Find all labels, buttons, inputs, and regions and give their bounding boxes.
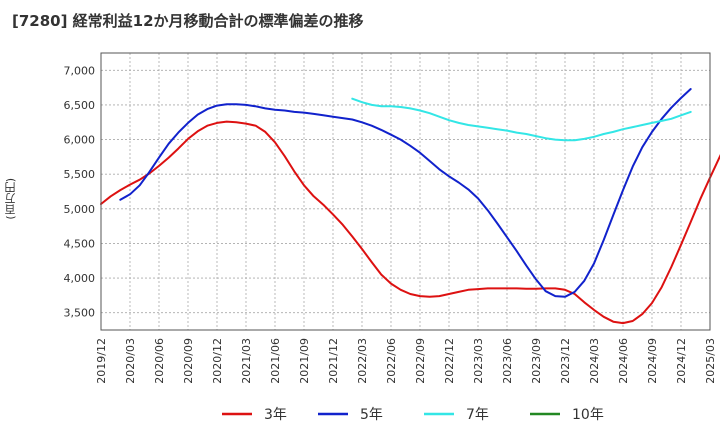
y-tick-label: 4,500 — [64, 237, 96, 250]
x-tick-label: 2021/12 — [327, 338, 340, 384]
legend: 3年 5年 7年 10年 — [222, 407, 604, 423]
y-tick-label: 3,500 — [64, 307, 96, 320]
x-tick-label: 2024/06 — [617, 338, 630, 384]
series-line-3 — [351, 97, 692, 142]
legend-label: 10年 — [572, 407, 604, 423]
x-tick-label: 2024/09 — [646, 338, 659, 384]
x-tick-label: 2022/12 — [443, 338, 456, 384]
x-tick-label: 2020/03 — [124, 338, 137, 384]
x-tick-label: 2019/12 — [95, 338, 108, 384]
series-line-2 — [119, 88, 692, 298]
legend-label: 7年 — [466, 407, 489, 423]
y-tick-label: 5,000 — [64, 203, 96, 216]
x-tick-label: 2020/12 — [211, 338, 224, 384]
y-tick-label: 6,500 — [64, 99, 96, 112]
x-tick-label: 2022/03 — [356, 338, 369, 384]
x-tick-label: 2023/06 — [501, 338, 514, 384]
chart-title: [7280] 経常利益12か月移動合計の標準偏差の推移 — [12, 12, 364, 30]
x-tick-label: 2021/03 — [240, 338, 253, 384]
x-tick-label: 2023/12 — [559, 338, 572, 384]
x-tick-label: 2024/03 — [588, 338, 601, 384]
y-tick-label: 7,000 — [64, 64, 96, 77]
x-tick-label: 2020/09 — [182, 338, 195, 384]
x-tick-label: 2023/03 — [472, 338, 485, 384]
grid-lines — [100, 53, 711, 330]
series-line-1 — [100, 120, 720, 325]
x-tick-label: 2021/09 — [298, 338, 311, 384]
plot-frame — [100, 52, 711, 331]
x-tick-label: 2024/12 — [675, 338, 688, 384]
y-tick-label: 6,000 — [64, 134, 96, 147]
x-tick-label: 2025/03 — [704, 338, 717, 384]
x-tick-label: 2022/09 — [414, 338, 427, 384]
y-tick-label: 5,500 — [64, 168, 96, 181]
series-lines — [100, 88, 720, 325]
x-axis-ticks: 2019/12 2020/03 2020/06 2020/09 2020/12 2021/… — [95, 338, 717, 384]
y-tick-label: 4,000 — [64, 272, 96, 285]
legend-label: 3年 — [264, 407, 287, 423]
legend-label: 5年 — [360, 407, 383, 423]
x-tick-label: 2023/09 — [530, 338, 543, 384]
x-tick-label: 2021/06 — [269, 338, 282, 384]
y-axis-ticks: 3,500 4,000 4,500 5,000 5,500 6,000 6,500 7,000 — [64, 64, 96, 319]
x-tick-label: 2020/06 — [153, 338, 166, 384]
x-tick-label: 2022/06 — [385, 338, 398, 384]
